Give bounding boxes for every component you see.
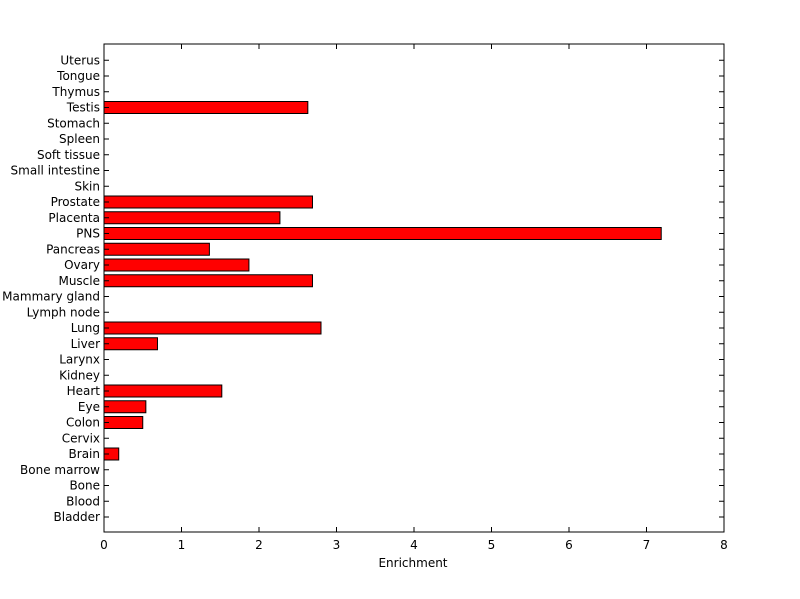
category-label: Blood [66,494,100,508]
category-label: Tongue [56,69,100,83]
bar-eye [103,400,147,414]
category-label: Thymus [51,85,100,99]
category-label: Colon [66,416,100,430]
x-axis-title: Enrichment [378,556,447,570]
x-tick-label: 6 [565,538,573,552]
category-label: Bladder [54,510,101,524]
bar-colon [103,416,144,429]
category-label: Testis [66,101,100,115]
category-label: Stomach [47,116,100,130]
x-tick-label: 0 [100,538,108,552]
category-label: Heart [67,384,101,398]
category-label: Liver [71,337,101,351]
bar-heart [103,384,223,398]
category-label: Pancreas [46,242,100,256]
plot-frame [103,43,725,533]
bar-muscle [103,274,313,288]
x-tick-label: 8 [720,538,728,552]
category-label: Eye [78,400,100,414]
category-label: Skin [74,179,100,193]
category-label: Kidney [59,368,100,382]
ticks-group [103,44,725,532]
x-tick-labels-group: 0 1 2 3 4 5 6 7 8 [100,538,728,552]
category-label: Ovary [64,258,100,272]
category-label: Placenta [48,211,100,225]
category-label: Brain [69,447,100,461]
category-label: Cervix [62,431,100,445]
category-label: Soft tissue [37,148,100,162]
category-label: Uterus [60,53,100,67]
category-label: Lung [71,321,100,335]
category-label: Prostate [51,195,100,209]
plot-area [104,44,724,532]
x-tick-label: 4 [410,538,418,552]
bar-prostate [103,195,313,209]
bar-lung [103,321,322,335]
category-label: Lymph node [27,305,100,319]
x-tick-label: 2 [255,538,263,552]
bar-liver [103,337,158,351]
category-label: PNS [76,227,100,241]
bar-placenta [103,211,281,225]
category-label: Mammary gland [2,290,100,304]
bar-ovary [103,258,250,272]
x-tick-label: 5 [488,538,496,552]
bar-pancreas [103,242,210,256]
category-label: Larynx [59,353,100,367]
category-label: Muscle [58,274,100,288]
x-tick-label: 3 [333,538,341,552]
x-tick-label: 1 [178,538,186,552]
category-label: Bone marrow [20,463,100,477]
category-label: Spleen [59,132,100,146]
x-tick-label: 7 [643,538,651,552]
bar-pns [103,227,662,240]
category-label: Small intestine [11,164,100,178]
bar-testis [103,101,309,114]
category-label: Bone [69,479,100,493]
